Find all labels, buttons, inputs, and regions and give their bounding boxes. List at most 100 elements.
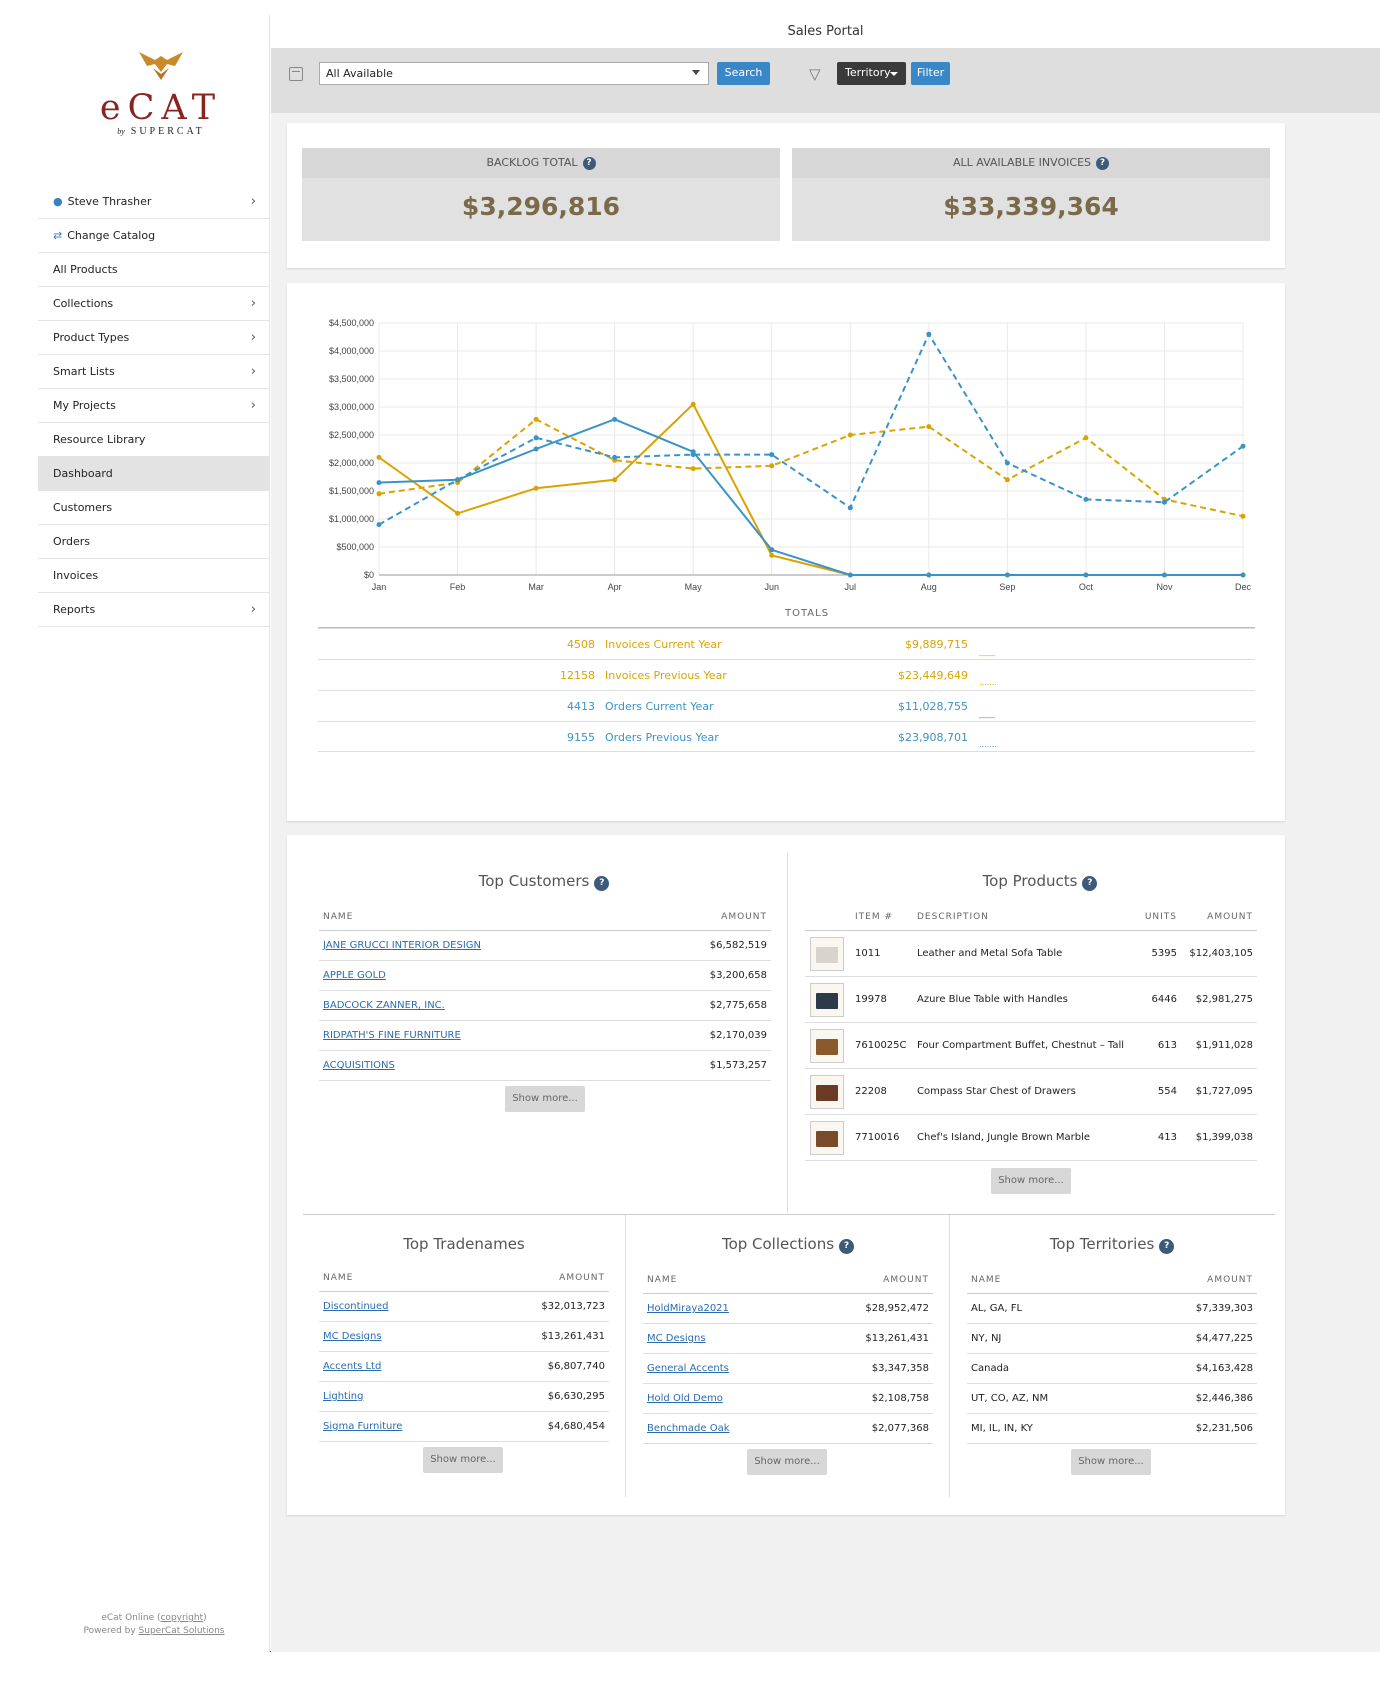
product-row[interactable]: 19978 Azure Blue Table with Handles 6446 $2…	[805, 977, 1257, 1023]
data-point[interactable]	[1004, 460, 1010, 466]
collections-show-more-button[interactable]: Show more...	[747, 1449, 827, 1475]
data-point[interactable]	[690, 401, 696, 407]
territories-show-more-button[interactable]: Show more...	[1071, 1449, 1151, 1475]
data-point[interactable]	[1083, 572, 1089, 578]
totals-row: 4508 Invoices Current Year $9,889,715 ____	[318, 628, 1255, 659]
row-name-link[interactable]: JANE GRUCCI INTERIOR DESIGN	[323, 940, 481, 951]
row-name-link[interactable]: Accents Ltd	[323, 1361, 382, 1372]
sidebar-item-invoices[interactable]: Invoices	[38, 559, 270, 593]
filter-button[interactable]: Filter	[911, 62, 950, 85]
product-thumbnail[interactable]	[810, 937, 844, 971]
help-icon[interactable]: ?	[582, 157, 596, 170]
data-point[interactable]	[690, 466, 696, 472]
sidebar-item-orders[interactable]: Orders	[38, 525, 270, 559]
data-point[interactable]	[769, 547, 775, 553]
row-name-link[interactable]: General Accents	[647, 1363, 729, 1374]
data-point[interactable]	[533, 416, 539, 422]
sidebar-item-dashboard[interactable]: Dashboard	[38, 457, 270, 491]
data-point[interactable]	[1240, 443, 1246, 449]
column-header-amount: AMOUNT	[1207, 912, 1253, 922]
data-point[interactable]	[769, 452, 775, 458]
sidebar-item-collections[interactable]: Collections ›	[38, 287, 270, 321]
row-name-link[interactable]: Sigma Furniture	[323, 1421, 403, 1432]
table-header: NAME AMOUNT	[967, 1265, 1257, 1294]
row-name-link[interactable]: Hold Old Demo	[647, 1393, 723, 1404]
product-row[interactable]: 1011 Leather and Metal Sofa Table 5395 $12,…	[805, 931, 1257, 977]
product-thumbnail[interactable]	[810, 1075, 844, 1109]
sidebar-item-steve-thrasher[interactable]: ● Steve Thrasher ›	[38, 185, 270, 219]
help-icon[interactable]: ?	[594, 876, 610, 891]
help-icon[interactable]: ?	[1159, 1239, 1175, 1254]
sidebar-item-all-products[interactable]: All Products	[38, 253, 270, 287]
products-show-more-button[interactable]: Show more...	[991, 1168, 1071, 1194]
data-point[interactable]	[612, 416, 618, 422]
data-point[interactable]	[926, 572, 932, 578]
sidebar-item-change-catalog[interactable]: ⇄ Change Catalog	[38, 219, 270, 253]
row-name-link[interactable]: Discontinued	[323, 1301, 389, 1312]
data-point[interactable]	[376, 491, 382, 497]
help-icon[interactable]: ?	[839, 1239, 855, 1254]
customers-show-more-button[interactable]: Show more...	[505, 1086, 585, 1112]
catalog-select[interactable]: All Available	[319, 62, 709, 85]
data-point[interactable]	[847, 432, 853, 438]
data-point[interactable]	[690, 452, 696, 458]
row-name-link[interactable]: HoldMiraya2021	[647, 1303, 729, 1314]
tradenames-show-more-button[interactable]: Show more...	[423, 1447, 503, 1473]
product-row[interactable]: 7710016 Chef's Island, Jungle Brown Marbl…	[805, 1115, 1257, 1161]
row-name-link[interactable]: Lighting	[323, 1391, 364, 1402]
data-point[interactable]	[926, 331, 932, 337]
data-point[interactable]	[376, 480, 382, 486]
data-point[interactable]	[455, 510, 461, 516]
data-point[interactable]	[1004, 477, 1010, 483]
copyright-link[interactable]: copyright	[160, 1613, 204, 1623]
data-point[interactable]	[1240, 513, 1246, 519]
data-point[interactable]	[1083, 435, 1089, 441]
data-point[interactable]	[847, 505, 853, 511]
data-point[interactable]	[533, 435, 539, 441]
sidebar-item-label: Resource Library	[53, 433, 146, 446]
table-row: Accents Ltd $6,807,740	[319, 1352, 609, 1382]
sidebar-item-my-projects[interactable]: My Projects ›	[38, 389, 270, 423]
row-name-link[interactable]: Benchmade Oak	[647, 1423, 730, 1434]
data-point[interactable]	[612, 477, 618, 483]
product-row[interactable]: 22208 Compass Star Chest of Drawers 554 $1,…	[805, 1069, 1257, 1115]
data-point[interactable]	[533, 446, 539, 452]
row-name-link[interactable]: ACQUISITIONS	[323, 1060, 395, 1071]
data-point[interactable]	[1004, 572, 1010, 578]
data-point[interactable]	[455, 477, 461, 483]
calendar-icon[interactable]	[289, 67, 303, 81]
territory-dropdown[interactable]: Territory	[837, 62, 906, 85]
data-point[interactable]	[376, 454, 382, 460]
data-point[interactable]	[1083, 496, 1089, 502]
product-thumbnail[interactable]	[810, 1121, 844, 1155]
sidebar-item-customers[interactable]: Customers	[38, 491, 270, 525]
search-button[interactable]: Search	[717, 62, 770, 85]
data-point[interactable]	[376, 522, 382, 528]
help-icon[interactable]: ?	[1082, 876, 1098, 891]
row-name-link[interactable]: MC Designs	[647, 1333, 706, 1344]
data-point[interactable]	[847, 572, 853, 578]
row-name-link[interactable]: APPLE GOLD	[323, 970, 386, 981]
sidebar-item-smart-lists[interactable]: Smart Lists ›	[38, 355, 270, 389]
product-row[interactable]: 7610025C Four Compartment Buffet, Chestnu…	[805, 1023, 1257, 1069]
product-thumbnail[interactable]	[810, 1029, 844, 1063]
data-point[interactable]	[926, 424, 932, 430]
sidebar-item-reports[interactable]: Reports ›	[38, 593, 270, 627]
sidebar-item-product-types[interactable]: Product Types ›	[38, 321, 270, 355]
product-thumbnail[interactable]	[810, 983, 844, 1017]
supercat-link[interactable]: SuperCat Solutions	[138, 1626, 225, 1636]
data-point[interactable]	[1240, 572, 1246, 578]
data-point[interactable]	[1161, 572, 1167, 578]
help-icon[interactable]: ?	[1096, 157, 1110, 170]
data-point[interactable]	[612, 454, 618, 460]
data-point[interactable]	[1161, 499, 1167, 505]
ecat-logo[interactable]: eCAT by SUPERCAT	[86, 50, 236, 160]
row-name-link[interactable]: BADCOCK ZANNER, INC.	[323, 1000, 445, 1011]
sidebar-item-resource-library[interactable]: Resource Library	[38, 423, 270, 457]
data-point[interactable]	[769, 552, 775, 558]
data-point[interactable]	[533, 485, 539, 491]
row-name-link[interactable]: RIDPATH'S FINE FURNITURE	[323, 1030, 461, 1041]
column-header-amount: AMOUNT	[721, 912, 767, 922]
row-name-link[interactable]: MC Designs	[323, 1331, 382, 1342]
data-point[interactable]	[769, 463, 775, 469]
